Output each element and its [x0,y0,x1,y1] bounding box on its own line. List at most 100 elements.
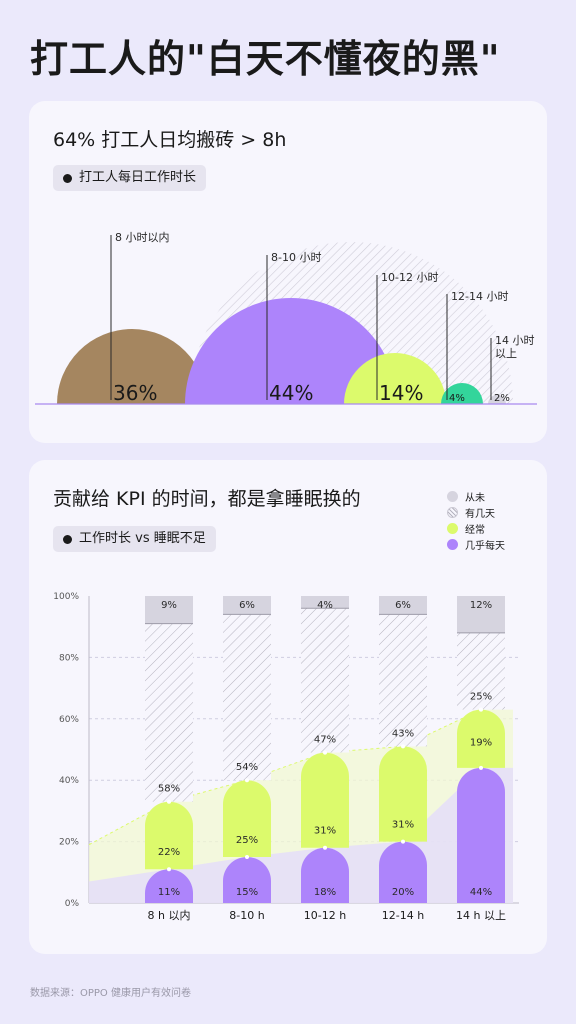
bar-segment-never [145,596,193,624]
bar-segment-almost-daily [457,767,505,903]
bar-segment-some-days [301,608,349,753]
marker-dot [401,839,405,844]
data-label-almost-daily: 15% [236,887,258,898]
marker-dot [245,778,249,783]
marker-dot [245,854,249,859]
category-label: 12-14 小时 [451,290,508,303]
bullet-icon [63,534,72,544]
legend-label: 从未 [465,492,485,504]
y-tick-label: 80% [59,653,79,663]
y-tick-label: 40% [59,776,79,786]
marker-dot [167,799,171,804]
value-label: 4% [449,393,465,404]
y-tick-label: 20% [59,838,79,848]
legend-swatch [447,506,458,518]
bar-segment-often [379,746,427,842]
data-label-often: 31% [392,820,414,831]
x-tick-label: 14 h 以上 [456,909,506,922]
data-label-almost-daily: 18% [314,887,336,898]
legend-item: 从未 [447,488,505,504]
legend-label: 几乎每天 [465,540,505,552]
data-label-almost-daily: 11% [158,887,180,898]
legend-swatch [447,522,458,534]
data-label-often: 25% [236,835,258,846]
card-title: 64% 打工人日均搬砖 > 8h [53,129,287,151]
data-label-never: 12% [470,600,492,611]
marker-dot [479,765,483,770]
bar-segment-some-days [145,623,193,802]
value-label: 14% [379,381,423,405]
category-label: 以上 [495,347,517,360]
marker-dot [401,744,405,749]
legend-swatch [447,538,458,550]
x-tick-label: 12-14 h [382,909,424,922]
data-label-often: 22% [158,847,180,858]
bar-segment-often [301,752,349,848]
data-label-some-days: 54% [236,762,258,773]
bar-segment-some-days [457,632,505,710]
bar-segment-never [457,596,505,633]
y-tick-label: 100% [53,592,79,602]
bar-segment-often [223,780,271,857]
legend-item: 几乎每天 [447,536,505,552]
legend-swatch [447,490,458,502]
semicircle-5 [488,395,506,404]
legend-item: 有几天 [447,504,505,520]
data-label-often: 31% [314,826,336,837]
data-label-almost-daily: 20% [392,887,414,898]
page-title: 打工人的"白天不懂夜的黑" [30,37,501,81]
data-label-some-days: 43% [392,728,414,739]
work-hours-card: 64% 打工人日均搬砖 > 8h 打工人每日工作时长 8 小时以内 36% 8-10… [29,101,547,443]
data-label-never: 6% [239,600,255,611]
marker-dot [323,845,327,850]
marker-dot [479,707,483,712]
category-label: 14 小时 [495,334,535,347]
bar-segment-almost-daily [223,856,271,903]
y-tick-label: 0% [65,899,80,909]
category-label: 8-10 小时 [271,251,321,264]
data-label-almost-daily: 44% [470,887,492,898]
data-source: 数据来源：OPPO 健康用户有效问卷 [30,988,191,999]
legend-item: 经常 [447,520,505,536]
sleep-card: 贡献给 KPI 的时间，都是拿睡眠换的 工作时长 vs 睡眠不足 从未有几天经常… [29,460,547,954]
legend-label: 经常 [465,524,485,536]
data-label-some-days: 25% [470,692,492,703]
legend: 从未有几天经常几乎每天 [447,488,505,552]
data-label-some-days: 58% [158,784,180,795]
marker-dot [323,750,327,755]
y-tick-label: 60% [59,715,79,725]
bar-segment-never [223,596,271,615]
data-label-some-days: 47% [314,735,336,746]
data-label-often: 19% [470,738,492,749]
x-tick-label: 10-12 h [304,909,346,922]
bar-segment-never [301,596,349,609]
data-label-never: 4% [317,600,333,611]
value-label: 44% [269,381,313,405]
semicircle-2 [185,298,397,404]
value-label: 36% [113,381,157,405]
x-tick-label: 8 h 以内 [148,908,191,922]
bar-segment-never [379,596,427,615]
bar-segment-almost-daily [301,847,349,903]
marker-dot [167,867,171,872]
data-label-never: 6% [395,600,411,611]
bar-segment-often [145,801,193,870]
bullet-icon [63,173,72,183]
data-label-never: 9% [161,600,177,611]
chart-tag: 打工人每日工作时长 [53,165,207,191]
sleep-chart: 0% 20% 40% 60% 80% 100% 9% 58% 22% 11% 8 h 以内 6% 54%… [53,592,519,922]
work-hours-chart: 8 小时以内 36% 8-10 小时 44% 10-12 小时 14% 12-14 小时 4%… [35,230,537,405]
x-tick-label: 8-10 h [229,909,264,922]
tag-label: 工作时长 vs 睡眠不足 [79,531,206,546]
category-label: 8 小时以内 [115,230,170,244]
semicircle-4 [441,383,483,404]
chart-tag: 工作时长 vs 睡眠不足 [53,526,216,552]
semicircle-3 [344,353,446,404]
category-label: 10-12 小时 [381,271,438,284]
legend-label: 有几天 [465,508,495,520]
bar-segment-some-days [223,614,271,781]
semicircle-1 [57,329,207,404]
bar-segment-almost-daily [379,841,427,903]
card-title: 贡献给 KPI 的时间，都是拿睡眠换的 [53,488,361,510]
bar-segment-some-days [379,614,427,747]
